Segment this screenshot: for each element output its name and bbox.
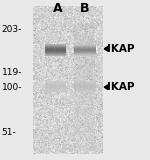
Text: B: B xyxy=(80,2,90,15)
Polygon shape xyxy=(104,85,108,90)
Text: IKAP: IKAP xyxy=(107,44,135,54)
Text: 203-: 203- xyxy=(2,25,22,34)
Text: IKAP: IKAP xyxy=(107,82,135,92)
Text: 51-: 51- xyxy=(2,128,16,137)
Text: 119-: 119- xyxy=(2,68,22,77)
Text: A: A xyxy=(53,2,63,15)
Text: 100-: 100- xyxy=(2,83,22,92)
Polygon shape xyxy=(104,46,108,51)
